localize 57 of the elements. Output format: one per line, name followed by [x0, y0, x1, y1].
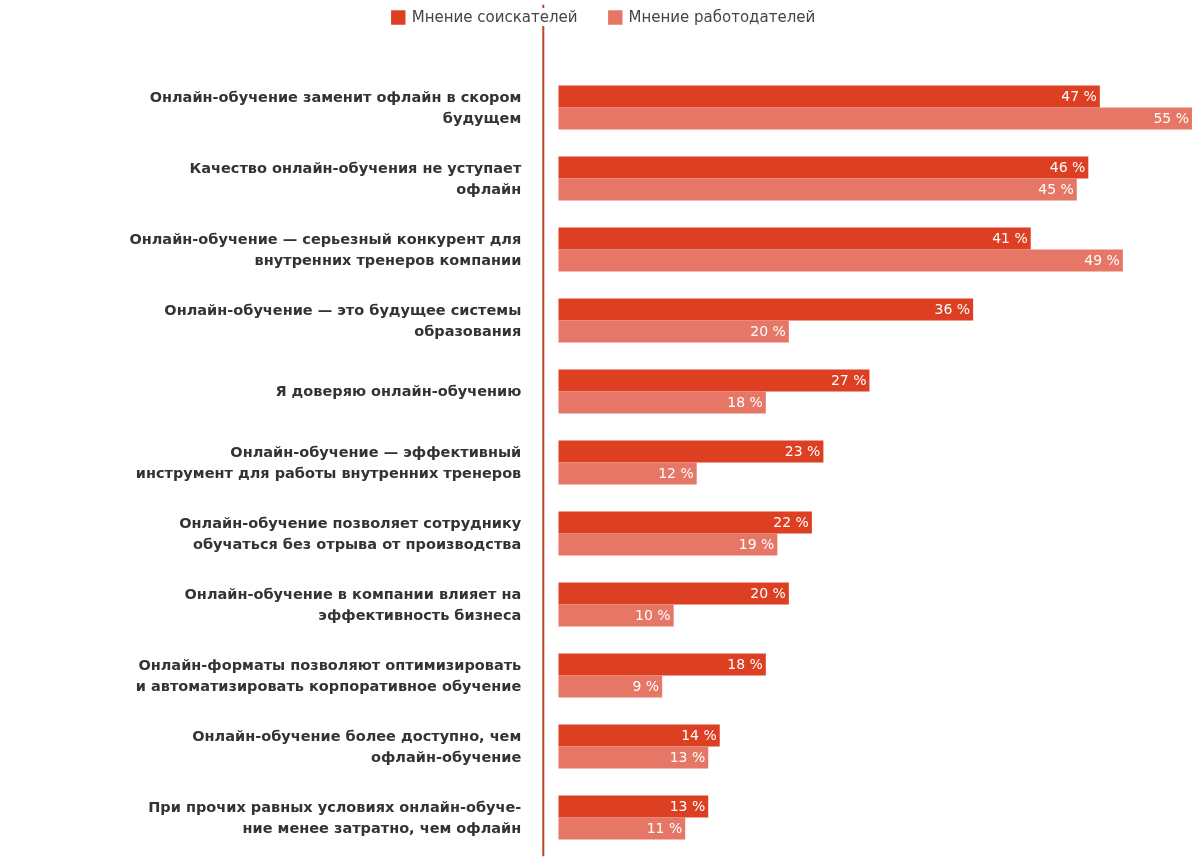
bar	[558, 511, 812, 534]
data-label: 41 %	[992, 230, 1028, 247]
y-tick-label: Качество онлайн-обучения не уступает офлайн	[189, 160, 522, 197]
y-tick-label: Онлайн-обучение в компании влияет на эффективность бизнеса	[184, 586, 522, 623]
bar	[558, 440, 824, 463]
bar	[558, 298, 974, 321]
bar	[558, 604, 674, 627]
bar	[558, 178, 1077, 201]
data-label: 12 %	[658, 465, 694, 482]
bar	[558, 391, 766, 414]
y-tick-label: Онлайн-обучение позволяет сотруднику обучаться без отрыва от производства	[179, 515, 522, 552]
data-label: 19 %	[738, 536, 775, 553]
data-label: 55 %	[1153, 110, 1189, 127]
y-tick-label: Онлайн-обучение — эффективный инструмент для работы внутренних тренеров	[135, 444, 522, 481]
y-tick-label: Онлайн-форматы позволяют оптимизировать и автоматизировать корпоративное обучение	[135, 657, 522, 694]
y-tick-label: Онлайн-обучение более доступно, чем офлайн-обучение	[192, 728, 522, 765]
bar	[558, 795, 709, 818]
data-label: 18 %	[727, 656, 763, 673]
bar	[558, 369, 870, 392]
data-label: 23 %	[784, 443, 821, 460]
data-label: 20 %	[750, 585, 786, 602]
data-label: 45 %	[1038, 181, 1074, 198]
bar	[558, 85, 1100, 108]
bar	[558, 675, 663, 698]
y-tick-label: При прочих равных условиях онлайн-обуче- ние менее затратно, чем офлайн	[148, 799, 522, 836]
bar	[558, 107, 1192, 130]
y-tick-label: Онлайн-обучение заменит офлайн в скором будущем	[149, 89, 522, 126]
bar	[558, 156, 1089, 179]
legend-label: Мнение соискателей	[411, 8, 578, 26]
data-label: 13 %	[669, 798, 706, 815]
data-label: 10 %	[635, 607, 671, 624]
data-label: 47 %	[1061, 88, 1097, 105]
data-label: 13 %	[669, 749, 706, 766]
data-label: 9 %	[632, 678, 660, 695]
y-tick-label: Онлайн-обучение — серьезный конкурент для внутренних тренеров компании	[129, 231, 522, 268]
legend-label: Мнение работодателей	[628, 8, 816, 26]
bar	[558, 653, 766, 676]
bar	[558, 746, 709, 769]
bar	[558, 320, 789, 343]
data-label: 14 %	[681, 727, 717, 744]
bar	[558, 582, 789, 605]
y-tick-label: Я доверяю онлайн-обучению	[275, 383, 522, 400]
data-label: 22 %	[773, 514, 809, 531]
bar	[558, 227, 1031, 250]
bar	[558, 533, 778, 556]
data-label: 36 %	[934, 301, 971, 318]
data-label: 27 %	[830, 372, 867, 389]
data-label: 20 %	[750, 323, 786, 340]
bar	[558, 817, 686, 840]
y-tick-label: Онлайн-обучение — это будущее системы образования	[164, 302, 522, 339]
bar	[558, 724, 720, 747]
data-label: 49 %	[1084, 252, 1120, 269]
bar	[558, 249, 1123, 272]
data-label: 46 %	[1049, 159, 1086, 176]
bar	[558, 462, 697, 485]
data-label: 11 %	[646, 820, 683, 837]
data-label: 18 %	[727, 394, 763, 411]
